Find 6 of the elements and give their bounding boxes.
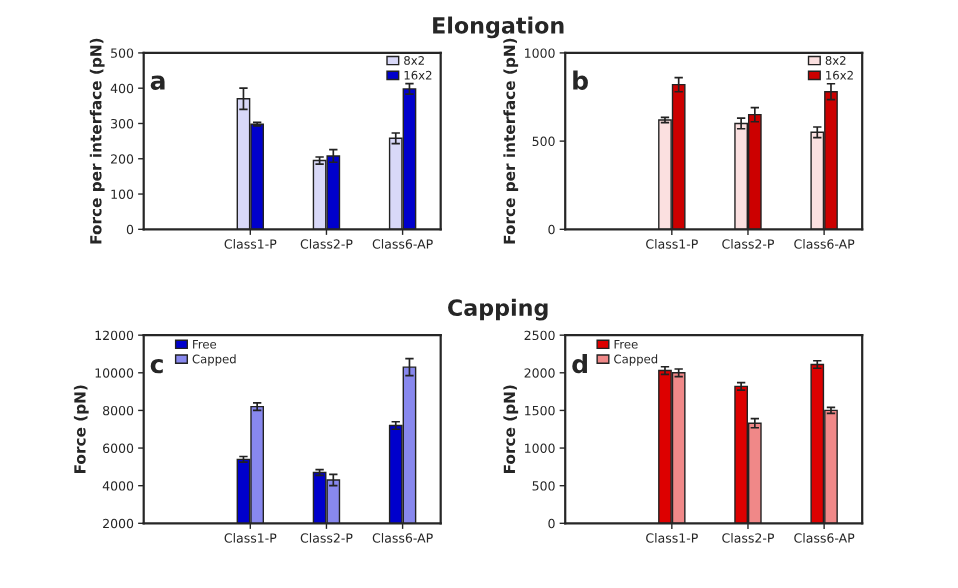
annotation: d bbox=[572, 353, 587, 374]
text: Capping bbox=[448, 298, 548, 321]
text: Elongation bbox=[433, 16, 564, 39]
annotation: c bbox=[150, 358, 163, 374]
annotation: b bbox=[573, 70, 588, 90]
annotation: a bbox=[150, 75, 165, 90]
